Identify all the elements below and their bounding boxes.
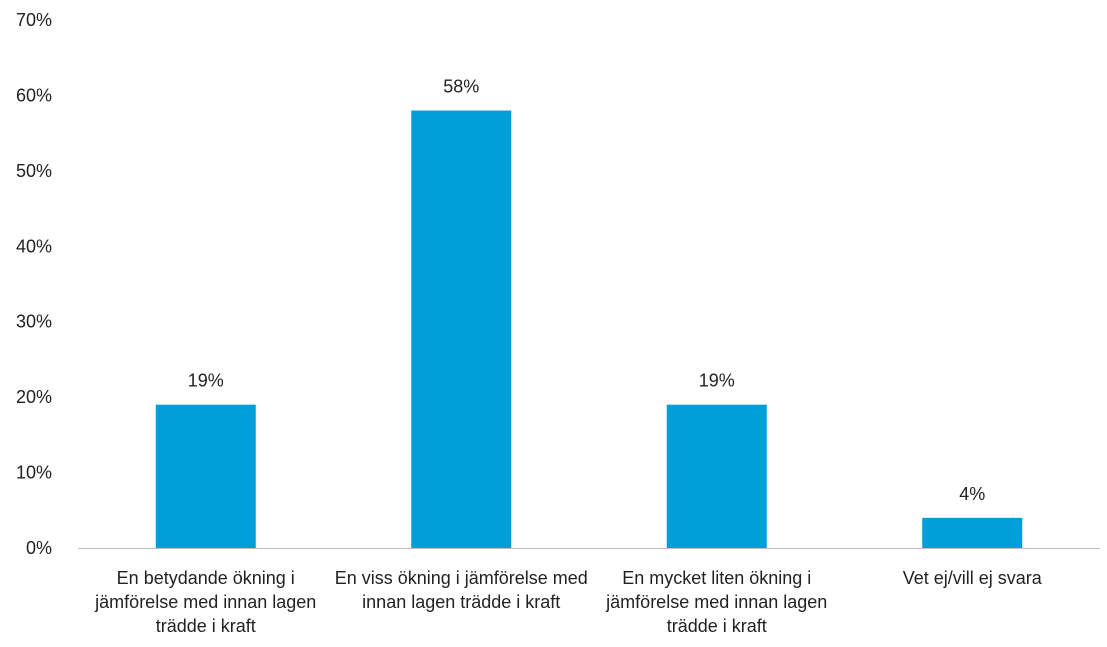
x-category-label: En mycket liten ökning i jämförelse med … <box>606 568 828 636</box>
data-label: 19% <box>188 371 224 391</box>
y-tick-label: 40% <box>16 236 52 256</box>
y-tick-label: 10% <box>16 463 52 483</box>
y-tick-label: 0% <box>26 538 52 558</box>
y-axis-ticks: 0% 10% 20% 30% 40% 50% 60% 70% <box>16 10 52 558</box>
data-label: 4% <box>959 484 985 504</box>
bar <box>411 110 512 548</box>
data-label: 19% <box>699 371 735 391</box>
x-category-label: Vet ej/vill ej svara <box>902 568 1042 588</box>
x-category-label: En viss ökning i jämförelse med innan la… <box>334 568 588 612</box>
data-labels: 19% 58% 19% 4% <box>188 77 986 504</box>
x-category-label: En betydande ökning i jämförelse med inn… <box>95 568 317 636</box>
y-tick-label: 60% <box>16 85 52 105</box>
bar <box>155 404 256 548</box>
bar <box>666 404 767 548</box>
y-tick-label: 20% <box>16 387 52 407</box>
y-tick-label: 70% <box>16 10 52 30</box>
bars <box>155 110 1023 548</box>
y-tick-label: 50% <box>16 161 52 181</box>
data-label: 58% <box>443 77 479 97</box>
y-tick-label: 30% <box>16 312 52 332</box>
bar <box>922 517 1023 548</box>
